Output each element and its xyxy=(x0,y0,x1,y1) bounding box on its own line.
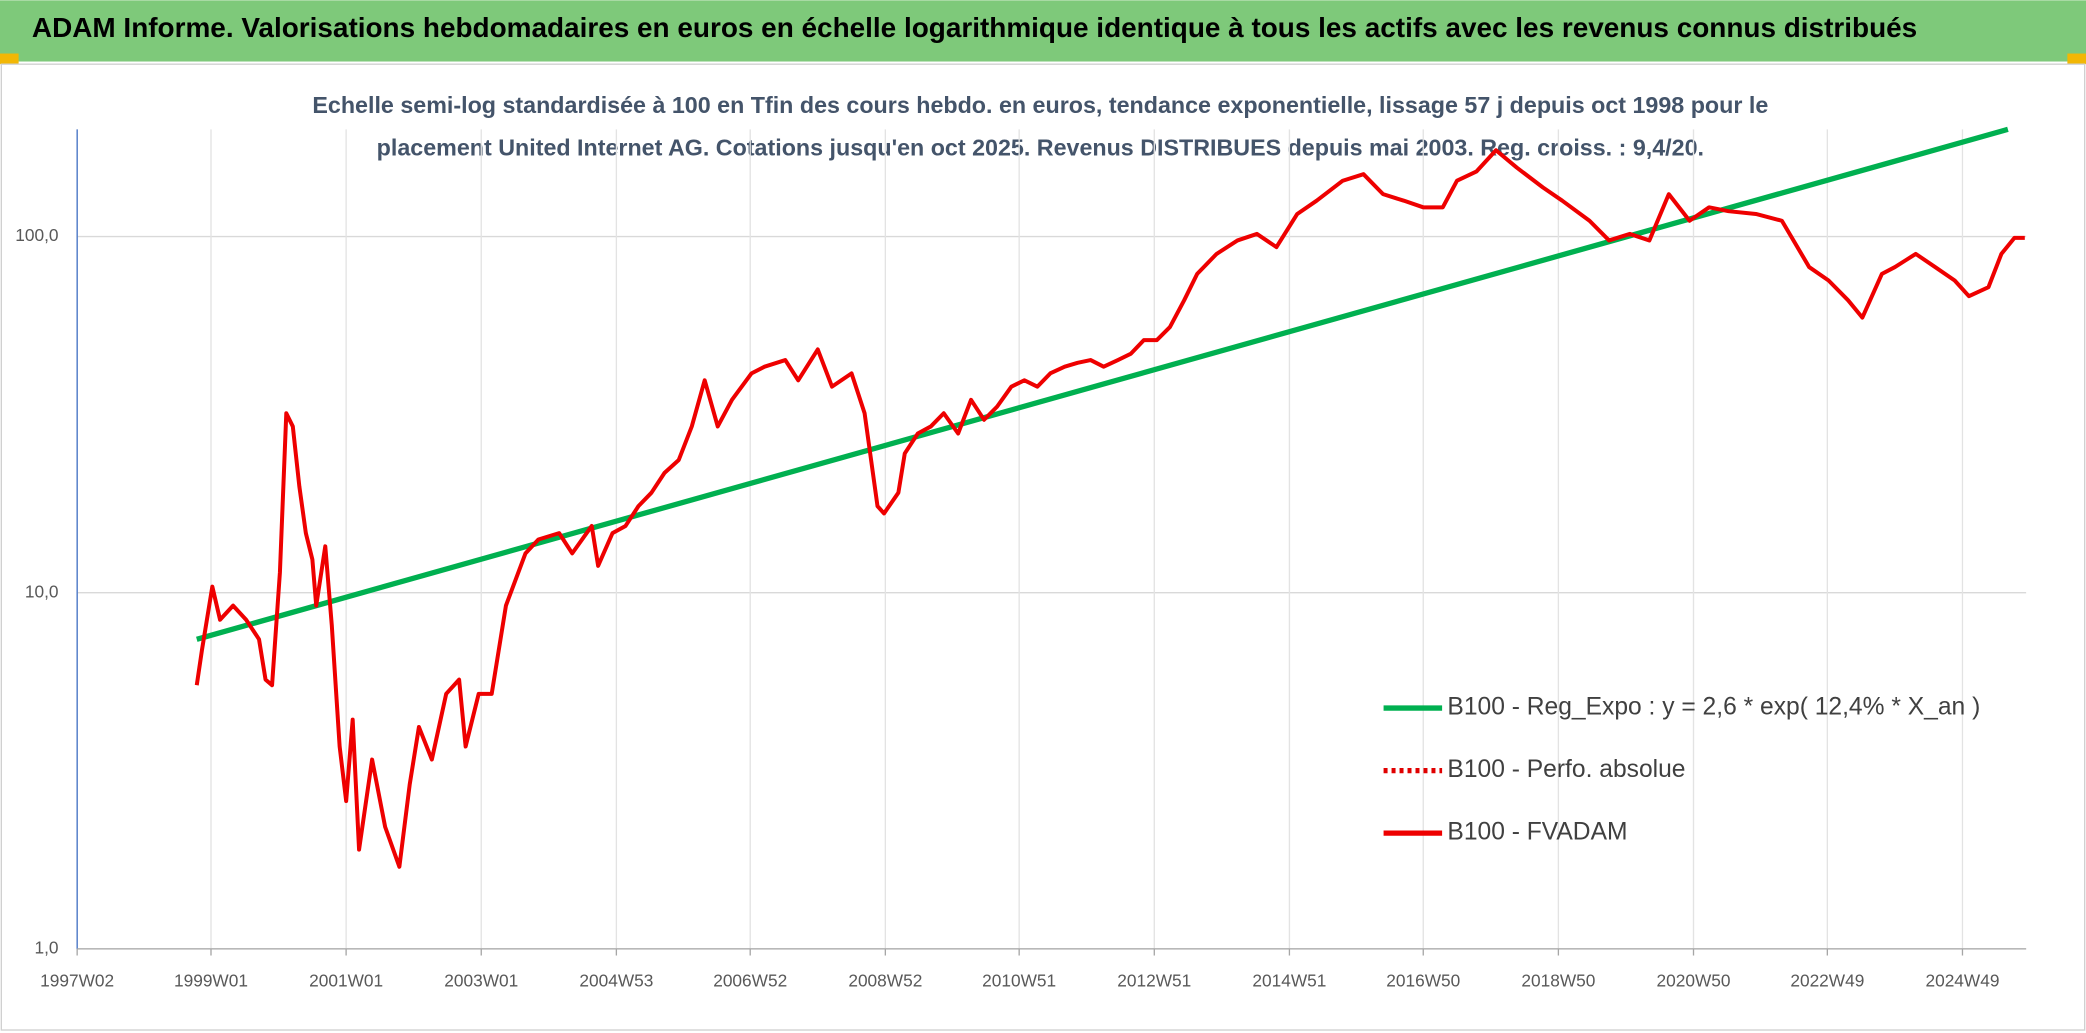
y-tick-label: 10,0 xyxy=(25,581,59,601)
x-tick-label: 1999W01 xyxy=(174,971,248,991)
x-tick-label: 2014W51 xyxy=(1252,971,1326,991)
y-tick-label: 1,0 xyxy=(35,937,59,957)
x-tick-label: 2018W50 xyxy=(1521,971,1595,991)
legend-label: B100 - FVADAM xyxy=(1447,819,1627,846)
legend: B100 - Reg_Expo : y = 2,6 * exp( 12,4% *… xyxy=(1383,694,1980,846)
x-tick-label: 2012W51 xyxy=(1117,971,1191,991)
subtitle: placement United Internet AG. Cotations … xyxy=(377,134,1704,160)
plot-frame xyxy=(0,63,2086,1031)
y-tick-label: 100,0 xyxy=(15,225,58,245)
x-tick-label: 2010W51 xyxy=(982,971,1056,991)
x-tick-label: 2001W01 xyxy=(309,971,383,991)
x-tick-label: 2016W50 xyxy=(1386,971,1460,991)
legend-label: B100 - Reg_Expo : y = 2,6 * exp( 12,4% *… xyxy=(1447,694,1980,721)
corner xyxy=(0,53,19,65)
series-line xyxy=(194,148,2025,869)
subtitle: Echelle semi-log standardisée à 100 en T… xyxy=(312,92,1768,118)
x-tick-label: 2004W53 xyxy=(579,971,653,991)
x-tick-label: 2003W01 xyxy=(444,971,518,991)
x-tick-label: 2008W52 xyxy=(848,971,922,991)
chart-title: ADAM Informe. Valorisations hebdomadaire… xyxy=(32,12,1917,43)
x-tick-label: 2024W49 xyxy=(1925,971,1999,991)
plot xyxy=(194,126,2025,869)
x-tick-label: 2020W50 xyxy=(1657,971,1731,991)
x-tick-label: 1997W02 xyxy=(40,971,114,991)
x-tick-label: 2022W49 xyxy=(1790,971,1864,991)
grid: 1,0 10,0 100,0 1997W02 1999W01 2001W01 2003W01… xyxy=(15,129,2027,991)
series-line xyxy=(196,126,2009,642)
legend-label: B100 - Perfo. absolue xyxy=(1447,756,1685,783)
title-banner xyxy=(0,0,2086,62)
x-tick-label: 2006W52 xyxy=(713,971,787,991)
corner xyxy=(2067,53,2086,65)
